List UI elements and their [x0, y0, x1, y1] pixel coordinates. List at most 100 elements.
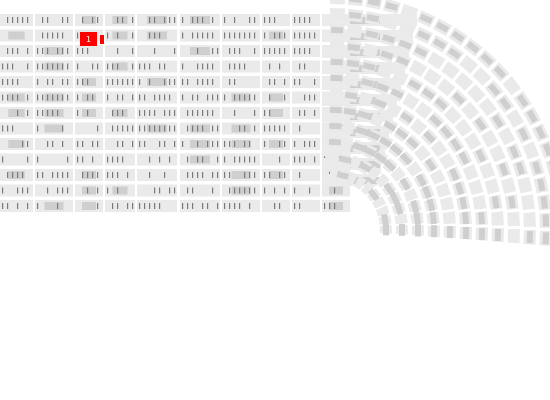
seat-block[interactable]	[262, 184, 290, 197]
seat-block[interactable]	[522, 141, 540, 160]
seat-block[interactable]	[517, 176, 533, 194]
seat-block[interactable]	[105, 169, 135, 181]
seat-block[interactable]	[468, 179, 484, 195]
seat-block[interactable]	[523, 212, 536, 227]
seat-block[interactable]	[464, 132, 482, 151]
seat-block[interactable]	[180, 169, 220, 181]
seat-block[interactable]	[137, 45, 177, 57]
seat-block[interactable]	[429, 169, 446, 185]
seat-block[interactable]	[75, 122, 103, 135]
seat-block[interactable]	[330, 8, 346, 21]
seat-block[interactable]	[180, 107, 220, 119]
seat-block[interactable]	[35, 153, 73, 166]
seat-block[interactable]	[222, 200, 260, 212]
seat-block[interactable]	[507, 211, 520, 227]
seat-block[interactable]	[501, 177, 516, 194]
seat-block[interactable]	[75, 60, 103, 73]
seat-block[interactable]	[330, 168, 339, 181]
seat-block[interactable]	[262, 200, 290, 212]
seat-block[interactable]	[75, 45, 103, 57]
seat-block[interactable]	[472, 67, 492, 86]
seat-block[interactable]	[222, 60, 260, 73]
seat-block[interactable]	[491, 211, 504, 226]
seat-block[interactable]	[410, 118, 428, 136]
seat-block[interactable]	[402, 92, 420, 110]
seat-block[interactable]	[292, 14, 320, 26]
seat-block[interactable]	[222, 14, 260, 26]
seat-block[interactable]	[137, 60, 177, 73]
seat-block[interactable]	[414, 144, 431, 162]
seat-block[interactable]	[435, 182, 451, 198]
seat-block[interactable]	[180, 200, 220, 212]
seat-block[interactable]	[375, 205, 390, 217]
seat-block[interactable]	[75, 153, 103, 166]
seat-block[interactable]	[292, 169, 320, 181]
seat-block[interactable]	[454, 72, 474, 91]
seat-block[interactable]	[105, 76, 135, 88]
seat-block[interactable]	[346, 171, 358, 186]
seat-block[interactable]	[222, 29, 260, 42]
seat-block[interactable]	[292, 60, 320, 73]
seat-block[interactable]	[444, 106, 462, 125]
seat-block[interactable]	[292, 107, 320, 119]
seat-block[interactable]	[367, 165, 382, 181]
seat-block[interactable]	[430, 140, 448, 157]
seat-block[interactable]	[105, 45, 135, 57]
seat-block[interactable]	[180, 60, 220, 73]
seat-block[interactable]	[105, 153, 135, 166]
seat-block[interactable]	[442, 211, 456, 224]
seat-block[interactable]	[391, 69, 409, 86]
seat-block[interactable]	[398, 20, 417, 37]
seat-block[interactable]	[262, 60, 290, 73]
seat-block[interactable]	[35, 76, 73, 88]
seat-block[interactable]	[0, 153, 33, 166]
seat-block[interactable]	[461, 101, 480, 120]
seat-block[interactable]	[454, 118, 473, 137]
seat-block[interactable]	[105, 138, 135, 150]
seat-block[interactable]	[180, 91, 220, 104]
seat-block[interactable]	[0, 184, 33, 197]
seat-block[interactable]	[462, 164, 479, 181]
seat-block[interactable]	[362, 43, 379, 58]
seat-block[interactable]	[341, 136, 354, 151]
seat-block[interactable]	[292, 29, 320, 42]
seat-block[interactable]	[371, 196, 387, 209]
seat-block[interactable]	[423, 68, 442, 86]
seat-block[interactable]	[222, 107, 260, 119]
seat-block[interactable]	[292, 76, 320, 88]
seat-block[interactable]	[478, 97, 497, 117]
selected-seat[interactable]	[80, 32, 97, 46]
seat-block[interactable]	[262, 14, 290, 26]
seat-block[interactable]	[137, 138, 177, 150]
seat-block[interactable]	[441, 61, 460, 80]
seat-block[interactable]	[369, 111, 386, 128]
seat-block[interactable]	[381, 14, 400, 31]
seat-block[interactable]	[292, 122, 320, 135]
seat-block[interactable]	[35, 169, 73, 181]
seat-block[interactable]	[400, 3, 419, 21]
seat-block[interactable]	[385, 101, 403, 118]
seat-block[interactable]	[137, 91, 177, 104]
seat-block[interactable]	[0, 60, 33, 73]
seat-block[interactable]	[345, 72, 360, 87]
seat-block[interactable]	[262, 122, 290, 135]
seat-block[interactable]	[484, 178, 500, 195]
seat-block[interactable]	[180, 184, 220, 197]
seat-block[interactable]	[406, 161, 423, 177]
seat-block[interactable]	[415, 101, 433, 119]
seat-block[interactable]	[342, 120, 356, 135]
seat-block[interactable]	[292, 45, 320, 57]
seat-block[interactable]	[330, 40, 345, 53]
seat-block[interactable]	[349, 155, 363, 170]
seat-block[interactable]	[292, 153, 320, 166]
seat-block[interactable]	[498, 127, 516, 146]
seat-block[interactable]	[439, 152, 456, 170]
seat-block[interactable]	[459, 55, 479, 74]
seat-block[interactable]	[376, 63, 394, 80]
seat-block[interactable]	[394, 213, 408, 224]
seat-block[interactable]	[439, 196, 455, 211]
seat-block[interactable]	[137, 153, 177, 166]
seat-block[interactable]	[222, 76, 260, 88]
seat-block[interactable]	[545, 158, 550, 176]
seat-block[interactable]	[137, 184, 177, 197]
